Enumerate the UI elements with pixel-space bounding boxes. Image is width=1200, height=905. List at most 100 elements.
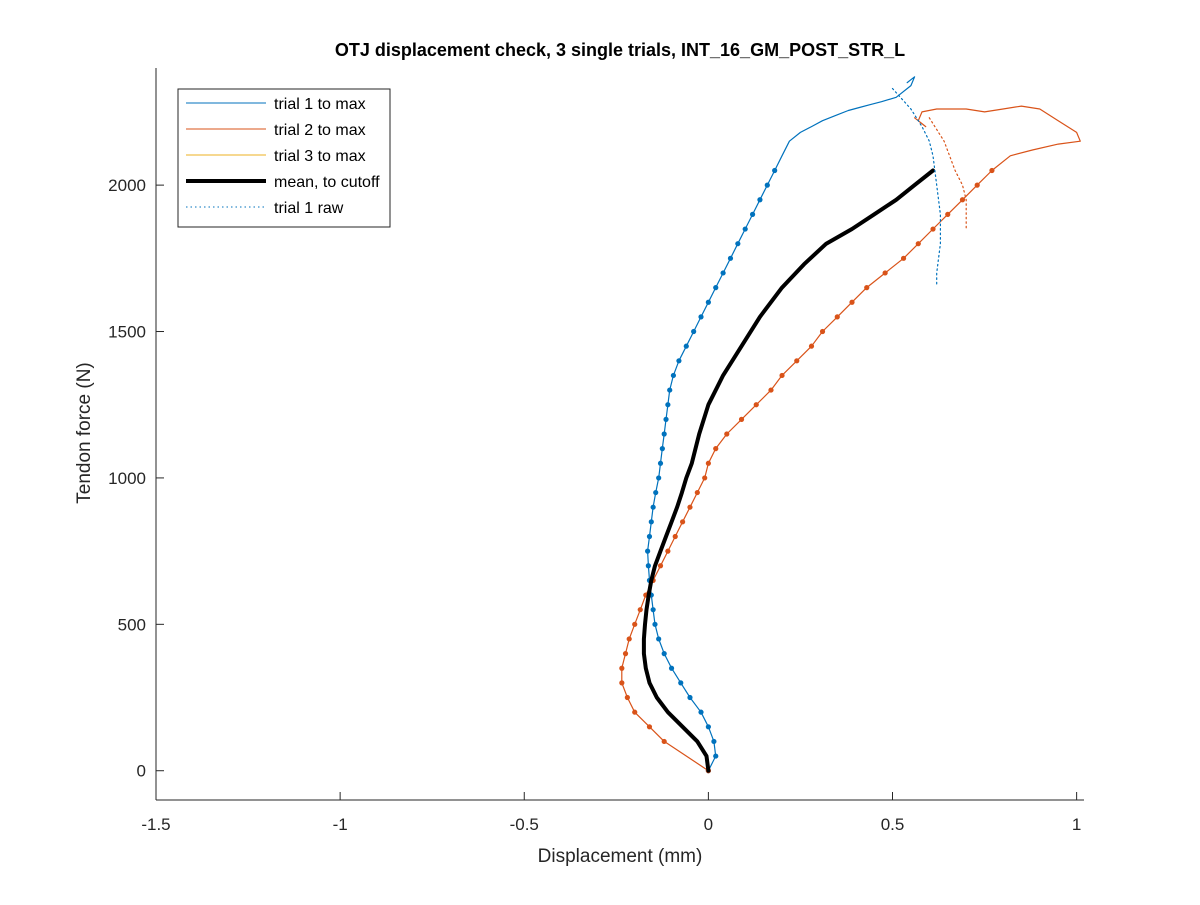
series-1-point <box>619 665 625 671</box>
series-1-point <box>687 504 693 510</box>
series-0-point <box>764 182 770 188</box>
series-0-point <box>645 563 651 569</box>
series-line-3 <box>891 87 942 286</box>
series-0-point <box>656 475 662 481</box>
series-0-point <box>772 167 778 174</box>
series-1-point <box>637 607 643 613</box>
series-1-point <box>665 548 671 554</box>
series-1-point <box>680 519 686 525</box>
series-1-point <box>702 475 708 481</box>
series-0-point <box>653 489 659 496</box>
series-0-point <box>668 665 675 671</box>
legend-label: trial 1 to max <box>274 96 366 113</box>
series-0-point <box>648 519 654 525</box>
x-tick-label: 0 <box>704 815 713 834</box>
series-0-point <box>713 285 719 291</box>
y-axis: 0 500 1000 1500 2000 <box>108 68 164 800</box>
series-1-point <box>632 621 638 627</box>
series-1-point <box>705 460 711 466</box>
series-1-point <box>738 416 745 422</box>
series-1-point <box>779 372 785 379</box>
series-0-point <box>698 314 704 320</box>
series-1-point <box>622 651 629 657</box>
series-0-point <box>735 241 741 247</box>
series-line-4 <box>928 117 967 230</box>
y-tick-label: 0 <box>137 762 146 781</box>
series-line-2 <box>641 168 935 773</box>
legend-label: trial 1 raw <box>274 200 344 217</box>
series-1-point <box>713 446 719 452</box>
y-axis-label: Tendon force (N) <box>74 362 95 504</box>
series-0-point <box>749 211 756 217</box>
legend-box <box>177 88 391 228</box>
series-0-point <box>711 738 717 745</box>
series-0-point <box>665 402 671 408</box>
y-tick-label: 1500 <box>108 323 146 342</box>
series-1-point <box>646 724 653 730</box>
series-1-point <box>724 431 730 437</box>
series-1-point <box>768 387 774 393</box>
series-0-point <box>676 358 682 364</box>
legend-label: trial 3 to max <box>274 148 366 165</box>
series-1-point <box>974 182 980 188</box>
series-0-point <box>667 387 673 393</box>
series-1-point <box>834 314 840 320</box>
series-1-point <box>930 226 936 232</box>
series-0-point <box>646 533 653 540</box>
x-tick-label: 0.5 <box>881 815 905 834</box>
series-1-point <box>819 328 826 335</box>
series-0-point <box>657 460 664 466</box>
series-0-point <box>691 328 697 335</box>
series-0-point <box>757 197 763 203</box>
x-tick-label: -1 <box>333 815 348 834</box>
series-1-point <box>915 241 921 247</box>
series-0-point <box>670 372 676 379</box>
legend: trial 1 to max trial 2 to max trial 3 to m… <box>177 88 391 228</box>
legend-label: mean, to cutoff <box>274 174 380 191</box>
plot-area <box>619 76 1081 774</box>
x-axis: -1.5 -1 -0.5 0 0.5 1 <box>141 792 1084 834</box>
series-0-point <box>720 270 726 276</box>
series-1-point <box>626 636 632 642</box>
series-0-point <box>727 255 734 261</box>
series-1-point <box>619 680 625 686</box>
series-0-point <box>661 651 667 657</box>
series-1-point <box>864 285 870 291</box>
series-1-point <box>661 738 667 745</box>
x-axis-label: Displacement (mm) <box>538 846 703 867</box>
series-1-point <box>694 489 700 496</box>
series-1-point <box>945 211 951 217</box>
series-1-point <box>753 402 759 408</box>
series-1-point <box>959 197 966 203</box>
series-0-point <box>659 446 665 452</box>
x-tick-label: -0.5 <box>510 815 539 834</box>
series-0-point <box>645 548 651 554</box>
series-1-point <box>794 358 800 364</box>
series-1-point <box>849 299 855 305</box>
series-0-point <box>698 709 704 715</box>
y-tick-label: 1000 <box>108 469 146 488</box>
x-tick-label: 1 <box>1072 815 1081 834</box>
series-0-point <box>650 504 656 510</box>
series-0-point <box>742 226 748 232</box>
series-0-point <box>713 753 719 759</box>
series-0-point <box>656 636 662 642</box>
series-1-point <box>632 709 638 715</box>
series-0-point <box>661 431 667 437</box>
series-1-point <box>808 343 815 349</box>
series-0-point <box>652 621 658 627</box>
legend-label: trial 2 to max <box>274 122 366 139</box>
series-0-point <box>683 343 689 349</box>
y-tick-label: 500 <box>118 615 146 634</box>
y-tick-label: 2000 <box>108 176 146 195</box>
series-0-point <box>650 607 656 613</box>
series-0-point <box>663 416 669 422</box>
x-tick-label: -1.5 <box>141 815 170 834</box>
series-0-point <box>687 694 693 701</box>
series-1-point <box>657 563 664 569</box>
series-0-point <box>678 680 684 686</box>
series-0-point <box>705 724 711 730</box>
series-1-point <box>672 533 678 540</box>
